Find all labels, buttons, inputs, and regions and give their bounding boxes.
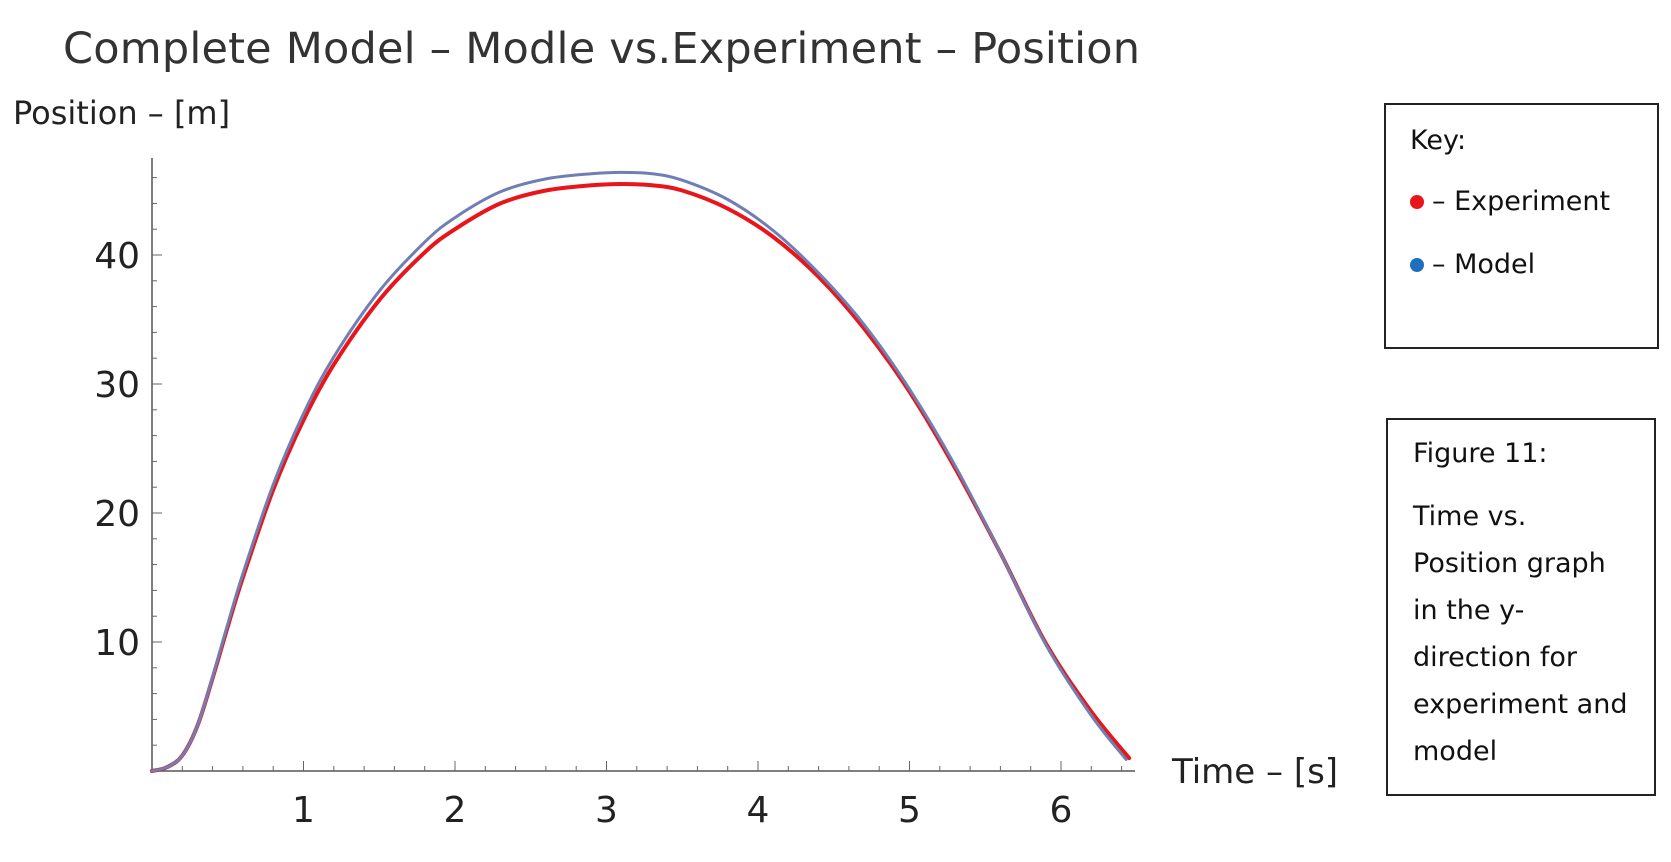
y-tick-label: 10 bbox=[94, 623, 140, 664]
x-tick-label: 4 bbox=[747, 790, 770, 831]
figure-caption-box: Figure 11: Time vs. Position graph in th… bbox=[1386, 418, 1656, 796]
legend-box: Key: – Experiment – Model bbox=[1384, 103, 1659, 349]
legend-label: – Experiment bbox=[1432, 186, 1611, 217]
series-lines bbox=[150, 170, 1132, 773]
y-tick-label: 20 bbox=[94, 494, 140, 535]
x-tick-label: 3 bbox=[595, 790, 618, 831]
caption-title: Figure 11: bbox=[1413, 438, 1548, 469]
y-axis-label: Position – [m] bbox=[13, 94, 230, 132]
legend-item-experiment: – Experiment bbox=[1410, 186, 1657, 217]
legend-title: Key: bbox=[1410, 125, 1467, 156]
x-tick-label: 2 bbox=[444, 790, 467, 831]
axes bbox=[150, 158, 1135, 773]
caption-text: Time vs. Position graph in the y-directi… bbox=[1413, 501, 1628, 767]
series-line-model bbox=[150, 170, 1128, 773]
ticks: 1 2 3 4 5 6 10 20 30 40 bbox=[94, 177, 1123, 831]
y-tick-label: 30 bbox=[94, 365, 140, 406]
legend-dot-icon bbox=[1410, 257, 1424, 272]
chart-title: Complete Model – Modle vs.Experiment – P… bbox=[63, 24, 1141, 74]
y-tick-label: 40 bbox=[94, 236, 140, 277]
x-tick-label: 6 bbox=[1050, 790, 1073, 831]
legend-item-model: – Model bbox=[1410, 249, 1657, 280]
series-line-experiment bbox=[150, 182, 1132, 773]
x-tick-label: 5 bbox=[898, 790, 921, 831]
legend-dot-icon bbox=[1410, 194, 1424, 209]
legend-label: – Model bbox=[1432, 249, 1536, 280]
x-tick-label: 1 bbox=[292, 790, 315, 831]
x-axis-label: Time – [s] bbox=[1171, 752, 1338, 792]
